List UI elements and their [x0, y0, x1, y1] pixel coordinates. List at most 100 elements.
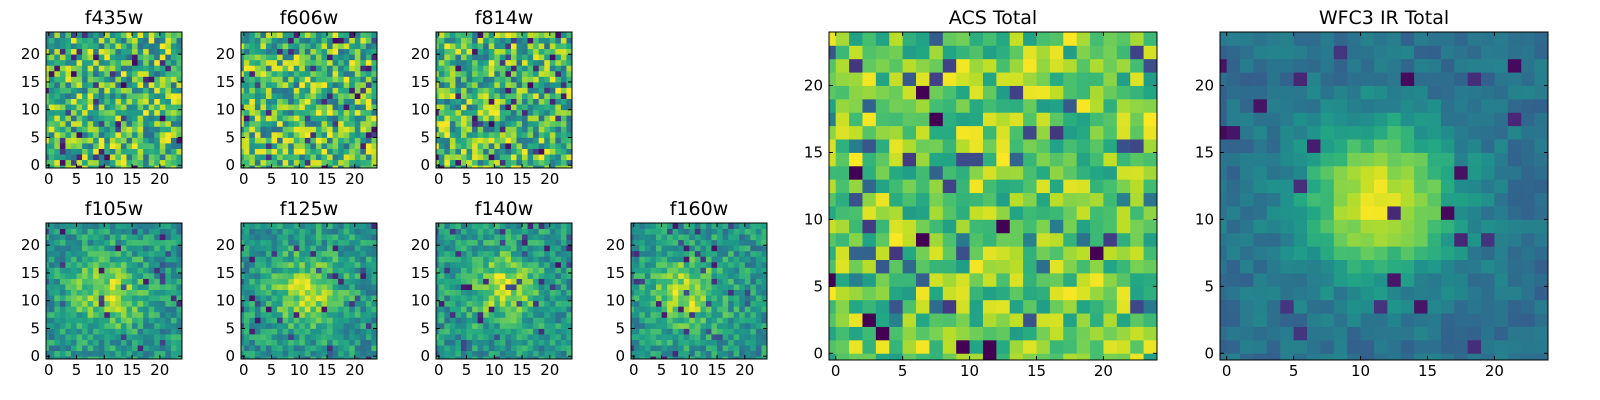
heatmap-cell [332, 272, 339, 279]
heatmap-cell [483, 65, 490, 72]
heatmap-cell [733, 306, 740, 313]
heatmap-cell [249, 350, 256, 357]
heatmap-cell [299, 272, 306, 279]
heatmap-cell [176, 223, 183, 229]
heatmap-cell [455, 334, 462, 340]
heatmap-cell [728, 267, 735, 274]
heatmap-cell [631, 317, 635, 324]
heatmap-cell [566, 37, 573, 44]
heatmap-cell [48, 250, 55, 257]
heatmap-cell [494, 300, 501, 307]
heatmap-cell [472, 295, 479, 302]
heatmap-cell [343, 115, 350, 122]
heatmap-cell [633, 234, 640, 241]
heatmap-cell [436, 317, 440, 324]
heatmap-cell [93, 239, 100, 246]
heatmap-cell [282, 278, 289, 285]
heatmap-cell [449, 104, 456, 111]
heatmap-cell [655, 256, 662, 263]
heatmap-cell [260, 317, 267, 324]
heatmap-cell [494, 267, 501, 274]
heatmap-cell [667, 256, 674, 263]
heatmap-cell [332, 239, 339, 246]
heatmap-cell [510, 37, 517, 44]
heatmap-cell [82, 328, 89, 335]
heatmap-cell [1063, 299, 1078, 314]
heatmap-cell [916, 326, 930, 341]
heatmap-cell [700, 322, 707, 329]
heatmap-cell [683, 284, 690, 291]
heatmap-cell [494, 239, 501, 246]
heatmap-cell [449, 115, 456, 122]
heatmap-cell [544, 120, 551, 127]
heatmap-cell [315, 284, 322, 291]
heatmap-cell [678, 317, 685, 324]
heatmap-cell [717, 345, 723, 352]
heatmap-cell [76, 120, 83, 127]
heatmap-cell [104, 256, 111, 263]
heatmap-cell [93, 48, 100, 55]
heatmap-cell [176, 300, 183, 307]
heatmap-cell [494, 93, 501, 100]
heatmap-cell [728, 356, 735, 360]
heatmap-cell [902, 286, 917, 301]
heatmap-cell [271, 272, 278, 279]
heatmap-cell [849, 299, 863, 314]
heatmap-cell [499, 306, 506, 313]
heatmap-cell [120, 350, 127, 357]
heatmap-cell [533, 131, 540, 138]
heatmap-cell [560, 284, 567, 291]
heatmap-cell [538, 109, 545, 116]
heatmap-cell [527, 159, 534, 166]
heatmap-cell [249, 317, 256, 324]
heatmap-cell [327, 272, 333, 279]
heatmap-cell [82, 70, 89, 77]
heatmap-cell [332, 322, 339, 329]
heatmap-cell [505, 228, 512, 235]
heatmap-cell [299, 339, 306, 346]
heatmap-cell [254, 250, 261, 257]
heatmap-cell [354, 43, 361, 50]
heatmap-cell [87, 104, 94, 111]
heatmap-cell [365, 159, 372, 166]
heatmap-cell [343, 143, 350, 149]
heatmap-cell [538, 256, 545, 263]
heatmap-cell [829, 152, 837, 167]
heatmap-cell [243, 98, 250, 105]
heatmap-cell [755, 278, 762, 285]
heatmap-cell [739, 284, 746, 291]
heatmap-cell [633, 272, 640, 279]
heatmap-cell [449, 250, 456, 257]
heatmap-cell [82, 87, 89, 94]
heatmap-cell [304, 159, 311, 166]
heatmap-cell [360, 350, 367, 357]
heatmap-cell [321, 328, 328, 335]
heatmap-cell [288, 87, 295, 94]
heatmap-cell [505, 306, 512, 313]
heatmap-cell [549, 76, 556, 83]
heatmap-cell [288, 223, 295, 229]
heatmap-cell [875, 286, 890, 301]
heatmap-cell [327, 154, 333, 161]
heatmap-cell [76, 339, 83, 346]
heatmap-cell [566, 70, 573, 77]
heatmap-cell [254, 43, 261, 50]
heatmap-cell [544, 295, 551, 302]
heatmap-cell [700, 328, 707, 335]
heatmap-cell [115, 322, 122, 329]
heatmap-cell [566, 165, 573, 169]
heatmap-cell [533, 98, 540, 105]
heatmap-cell [343, 54, 350, 61]
heatmap-cell [449, 289, 456, 296]
heatmap-cell [711, 239, 718, 246]
heatmap-cell [510, 261, 517, 268]
heatmap-cell [1049, 246, 1064, 260]
heatmap-cell [683, 267, 690, 274]
heatmap-cell [705, 223, 712, 229]
heatmap-cell [494, 70, 501, 77]
heatmap-cell [499, 115, 506, 122]
heatmap-cell [304, 165, 311, 169]
heatmap-cell [143, 334, 150, 340]
heatmap-cell [436, 126, 440, 133]
heatmap-cell [321, 234, 328, 241]
